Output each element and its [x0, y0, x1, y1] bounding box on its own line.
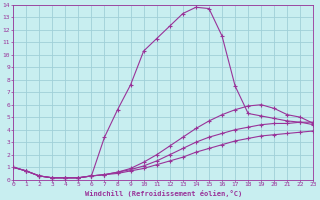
X-axis label: Windchill (Refroidissement éolien,°C): Windchill (Refroidissement éolien,°C) — [84, 190, 242, 197]
